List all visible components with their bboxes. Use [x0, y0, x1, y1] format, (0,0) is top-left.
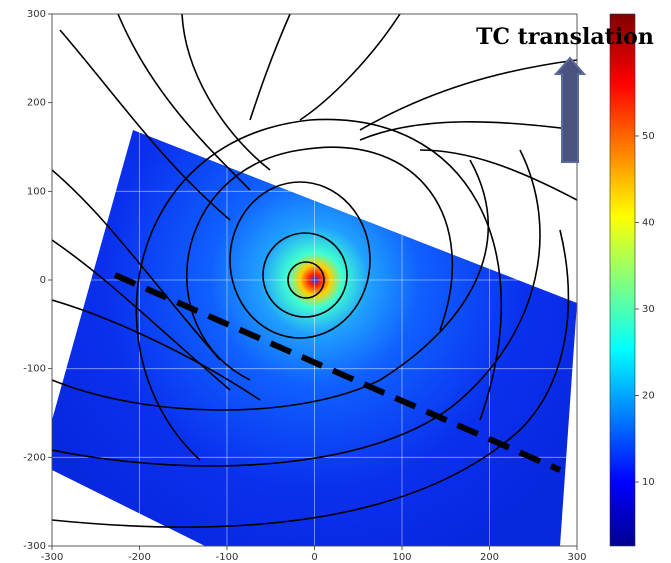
colorbar-tick-label: 10 [642, 477, 655, 488]
colorbar-tick-label: 50 [642, 131, 655, 142]
plot-area [52, 14, 577, 546]
x-tick-label: -300 [41, 552, 64, 563]
streamline [300, 14, 400, 120]
x-tick-label: 300 [567, 552, 586, 563]
x-tick-label: -200 [128, 552, 151, 563]
y-tick-label: 200 [27, 98, 46, 109]
y-tick-label: -200 [23, 452, 46, 463]
colorbar-tick-label: 40 [642, 217, 655, 228]
x-tick-label: 200 [480, 552, 499, 563]
y-tick-label: 300 [27, 9, 46, 20]
x-tick-label: 100 [392, 552, 411, 563]
streamline [420, 150, 577, 200]
streamline [360, 60, 577, 130]
colorbar-tick-label: 30 [642, 304, 655, 315]
colorbar-tick-label: 20 [642, 390, 655, 401]
streamline [250, 14, 290, 120]
annotation: TC translation [476, 24, 654, 50]
colorbar [610, 14, 635, 546]
y-tick-label: 100 [27, 186, 46, 197]
x-tick-label: -100 [216, 552, 239, 563]
y-tick-label: -300 [23, 541, 46, 552]
y-tick-label: 0 [40, 275, 46, 286]
translation-arrow [556, 58, 584, 162]
y-tick-label: -100 [23, 364, 46, 375]
x-tick-label: 0 [311, 552, 317, 563]
chart: TC translation -300-200-1000100200300-30… [0, 0, 671, 563]
